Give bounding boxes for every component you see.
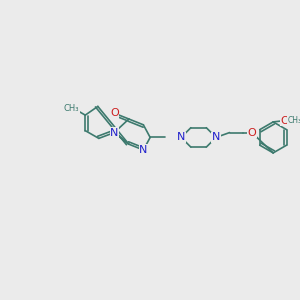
Text: N: N — [212, 132, 220, 142]
Text: N: N — [177, 132, 185, 142]
Text: N: N — [110, 128, 118, 138]
Text: CH₃: CH₃ — [64, 104, 80, 113]
Text: O: O — [248, 128, 256, 138]
Text: O: O — [110, 108, 119, 118]
Text: O: O — [280, 116, 289, 126]
Text: N: N — [139, 145, 148, 155]
Text: CH₃: CH₃ — [287, 116, 300, 125]
